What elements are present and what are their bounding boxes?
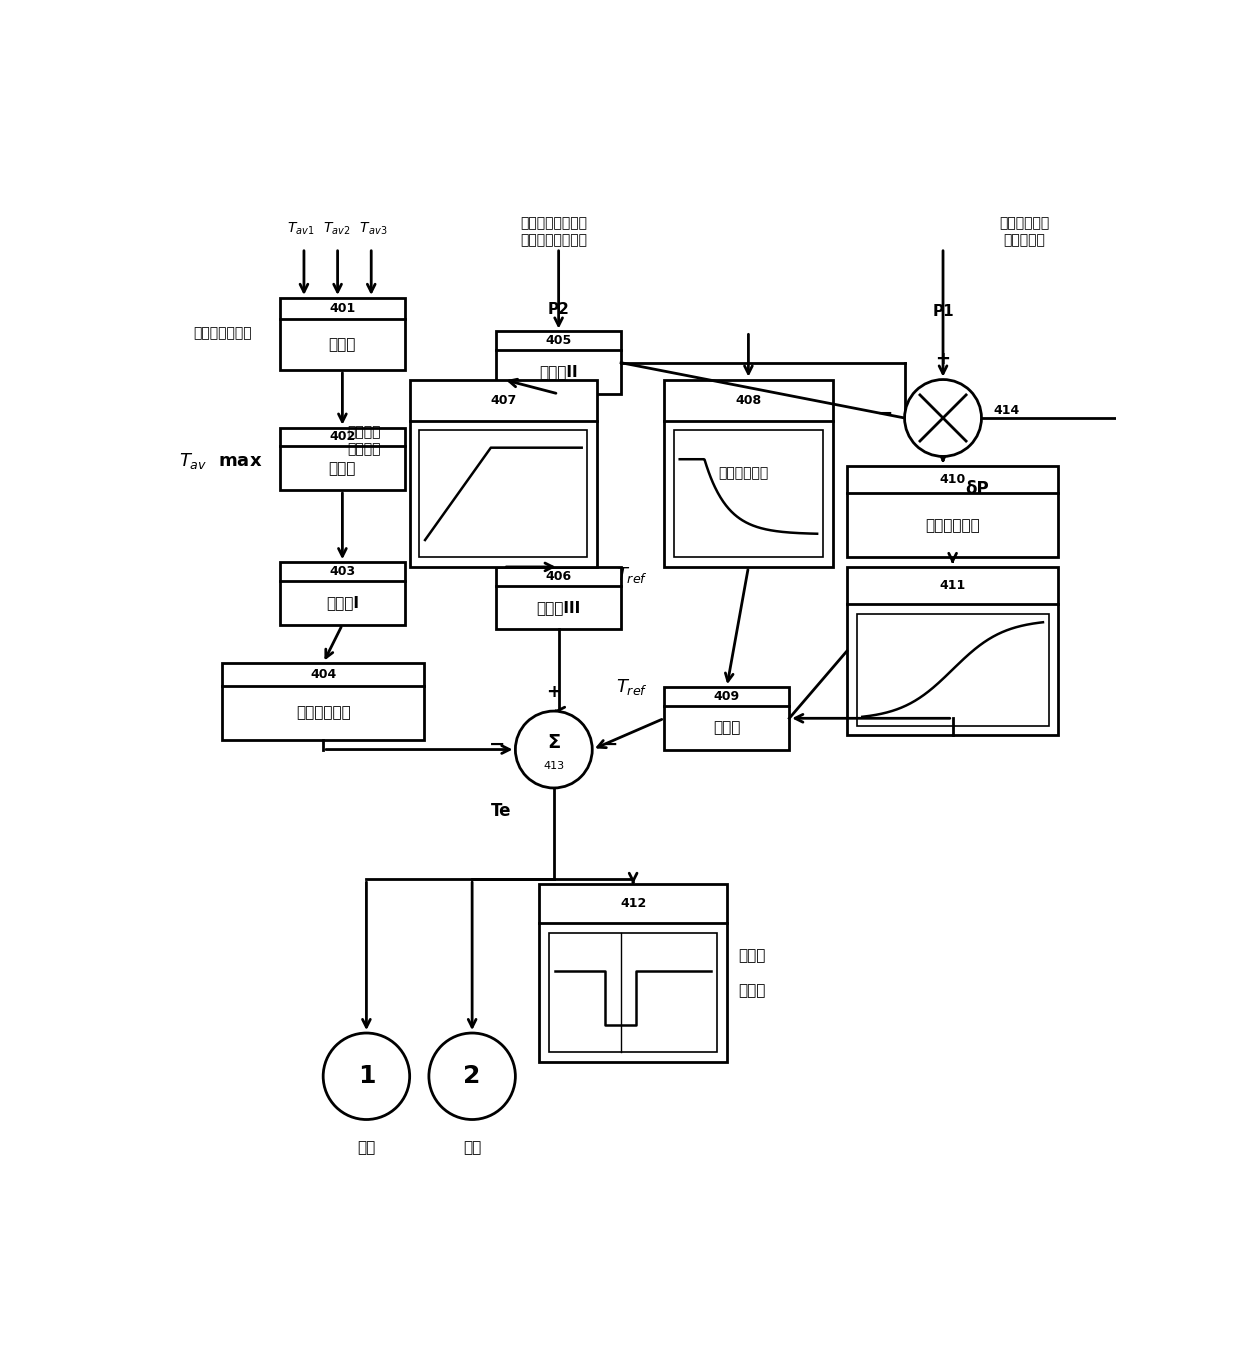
Text: 超前滞后单元: 超前滞后单元	[296, 705, 351, 720]
Text: 405: 405	[546, 334, 572, 347]
Circle shape	[429, 1034, 516, 1120]
Text: 插入: 插入	[357, 1140, 376, 1155]
Text: 412: 412	[620, 897, 646, 911]
Bar	[409, 380, 598, 567]
Bar	[280, 297, 404, 370]
Text: 404: 404	[310, 667, 336, 681]
Text: 414: 414	[993, 404, 1019, 417]
Text: 滤波器I: 滤波器I	[326, 596, 358, 611]
Text: 平均温度最大值: 平均温度最大值	[193, 327, 252, 340]
Text: 402: 402	[330, 431, 356, 443]
Bar	[419, 431, 588, 558]
Text: P1: P1	[932, 304, 954, 319]
Bar	[549, 932, 717, 1052]
Text: 提升: 提升	[463, 1140, 481, 1155]
Circle shape	[904, 380, 982, 457]
Text: −: −	[601, 735, 619, 754]
Text: 413: 413	[543, 761, 564, 770]
Bar	[665, 688, 789, 750]
Text: Σ: Σ	[547, 734, 560, 753]
Bar	[280, 562, 404, 624]
Bar	[847, 567, 1058, 735]
Text: 棒速程: 棒速程	[738, 948, 766, 963]
Bar	[222, 663, 424, 740]
Text: 407: 407	[490, 393, 517, 407]
Text: 通量核功率: 通量核功率	[1003, 234, 1045, 247]
Text: 403: 403	[330, 565, 356, 578]
Bar	[539, 884, 727, 1062]
Text: 功率量程中子: 功率量程中子	[999, 216, 1050, 230]
Text: $T_{ref}$: $T_{ref}$	[616, 565, 649, 585]
Text: +: +	[547, 684, 562, 701]
Text: 410: 410	[940, 473, 966, 486]
Text: 序单元: 序单元	[738, 982, 766, 998]
Text: Te: Te	[491, 802, 511, 820]
Text: 高选器: 高选器	[329, 338, 356, 353]
Text: 汽机负荷和最终功: 汽机负荷和最终功	[521, 216, 588, 230]
Bar	[496, 567, 621, 630]
Circle shape	[324, 1034, 409, 1120]
Text: P2: P2	[548, 303, 569, 317]
Text: 偏差微分单元: 偏差微分单元	[925, 517, 980, 532]
Text: 放大器: 放大器	[329, 461, 356, 476]
Text: δP: δP	[965, 481, 988, 499]
Text: 滤波器II: 滤波器II	[539, 365, 578, 380]
Bar	[496, 331, 621, 394]
Text: $T_{av1}$  $T_{av2}$  $T_{av3}$: $T_{av1}$ $T_{av2}$ $T_{av3}$	[288, 222, 388, 238]
Circle shape	[516, 711, 593, 788]
Text: 1: 1	[357, 1065, 376, 1089]
Bar	[665, 380, 832, 567]
Text: $T_{ref}$: $T_{ref}$	[616, 677, 649, 697]
Bar	[280, 427, 404, 490]
Text: 406: 406	[546, 570, 572, 582]
Text: 2: 2	[464, 1065, 481, 1089]
Text: 定值函数: 定值函数	[347, 443, 381, 457]
Text: $T_{av}$  max: $T_{av}$ max	[179, 451, 263, 471]
Text: 乘法器: 乘法器	[713, 720, 740, 735]
Text: +: +	[935, 350, 951, 367]
Text: 滤波器III: 滤波器III	[537, 600, 580, 615]
Bar	[857, 613, 1049, 725]
Text: 408: 408	[735, 393, 761, 407]
Text: 率设定值中最大值: 率设定值中最大值	[521, 234, 588, 247]
Text: 401: 401	[330, 303, 356, 315]
Text: 411: 411	[940, 580, 966, 592]
Text: −: −	[877, 404, 893, 423]
Bar	[675, 431, 823, 558]
Bar	[847, 466, 1058, 558]
Text: 可变增益单元: 可变增益单元	[718, 466, 769, 480]
Text: 平均温度: 平均温度	[347, 426, 381, 439]
Text: 409: 409	[714, 690, 740, 703]
Text: −: −	[490, 735, 506, 754]
